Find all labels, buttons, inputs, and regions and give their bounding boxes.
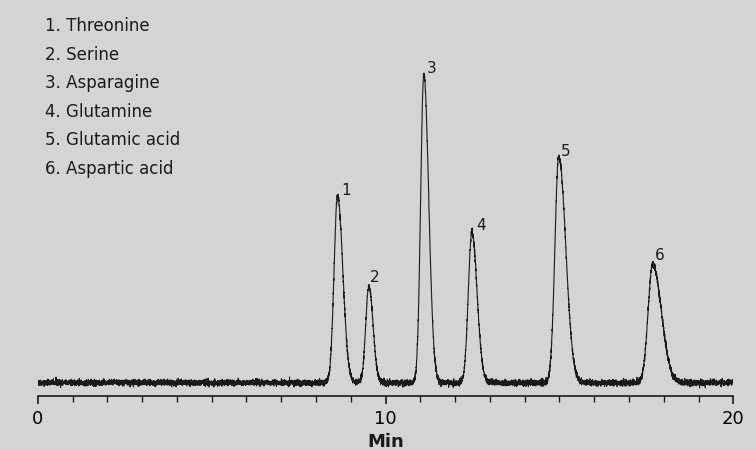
Text: 6: 6	[655, 248, 665, 263]
Text: 5: 5	[561, 144, 571, 159]
Text: 1: 1	[341, 184, 351, 198]
Text: 2: 2	[370, 270, 380, 285]
Text: 3: 3	[426, 61, 436, 76]
Text: 4: 4	[476, 218, 485, 233]
X-axis label: Min: Min	[367, 433, 404, 450]
Text: 1. Threonine
2. Serine
3. Asparagine
4. Glutamine
5. Glutamic acid
6. Aspartic a: 1. Threonine 2. Serine 3. Asparagine 4. …	[45, 17, 180, 178]
